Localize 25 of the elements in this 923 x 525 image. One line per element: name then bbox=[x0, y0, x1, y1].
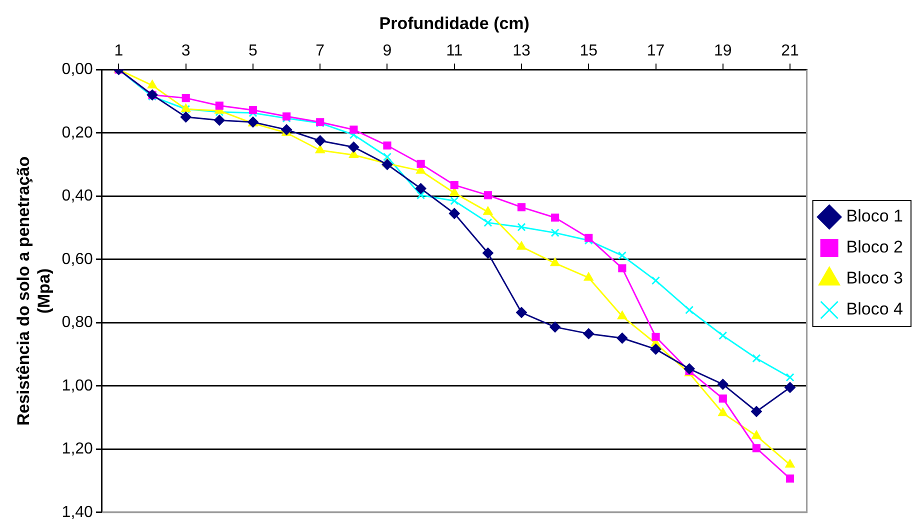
y-tick-label: 0,60 bbox=[62, 250, 94, 268]
legend-label: Bloco 2 bbox=[846, 238, 903, 257]
x-tick-label: 1 bbox=[114, 42, 124, 60]
x-tick-label: 19 bbox=[714, 42, 732, 60]
y-tick-label: 1,00 bbox=[62, 377, 94, 394]
x-axis-title: Profundidade (cm) bbox=[379, 14, 530, 33]
y-tick-label: 0,80 bbox=[62, 314, 94, 332]
y-tick-label: 0,00 bbox=[62, 61, 94, 78]
legend-label: Bloco 3 bbox=[846, 268, 903, 288]
y-axis-title: Resistência do solo a penetração (Mpa) bbox=[14, 156, 54, 426]
x-tick-label: 13 bbox=[512, 42, 530, 60]
y-tick-label: 1,40 bbox=[62, 504, 94, 521]
legend-label: Bloco 4 bbox=[846, 300, 903, 319]
x-tick-label: 21 bbox=[781, 42, 800, 60]
x-tick-label: 7 bbox=[316, 42, 325, 60]
x-tick-label: 15 bbox=[580, 42, 598, 60]
legend-label: Bloco 1 bbox=[846, 206, 903, 226]
y-tick-label: 0,20 bbox=[62, 124, 94, 142]
x-tick-label: 17 bbox=[646, 42, 665, 60]
x-tick-label: 3 bbox=[181, 42, 190, 60]
x-tick-label: 9 bbox=[382, 42, 392, 60]
y-tick-label: 0,40 bbox=[62, 188, 94, 205]
y-tick-label: 1,20 bbox=[62, 440, 94, 458]
x-tick-label: 11 bbox=[446, 42, 463, 60]
x-tick-label: 5 bbox=[248, 42, 258, 60]
